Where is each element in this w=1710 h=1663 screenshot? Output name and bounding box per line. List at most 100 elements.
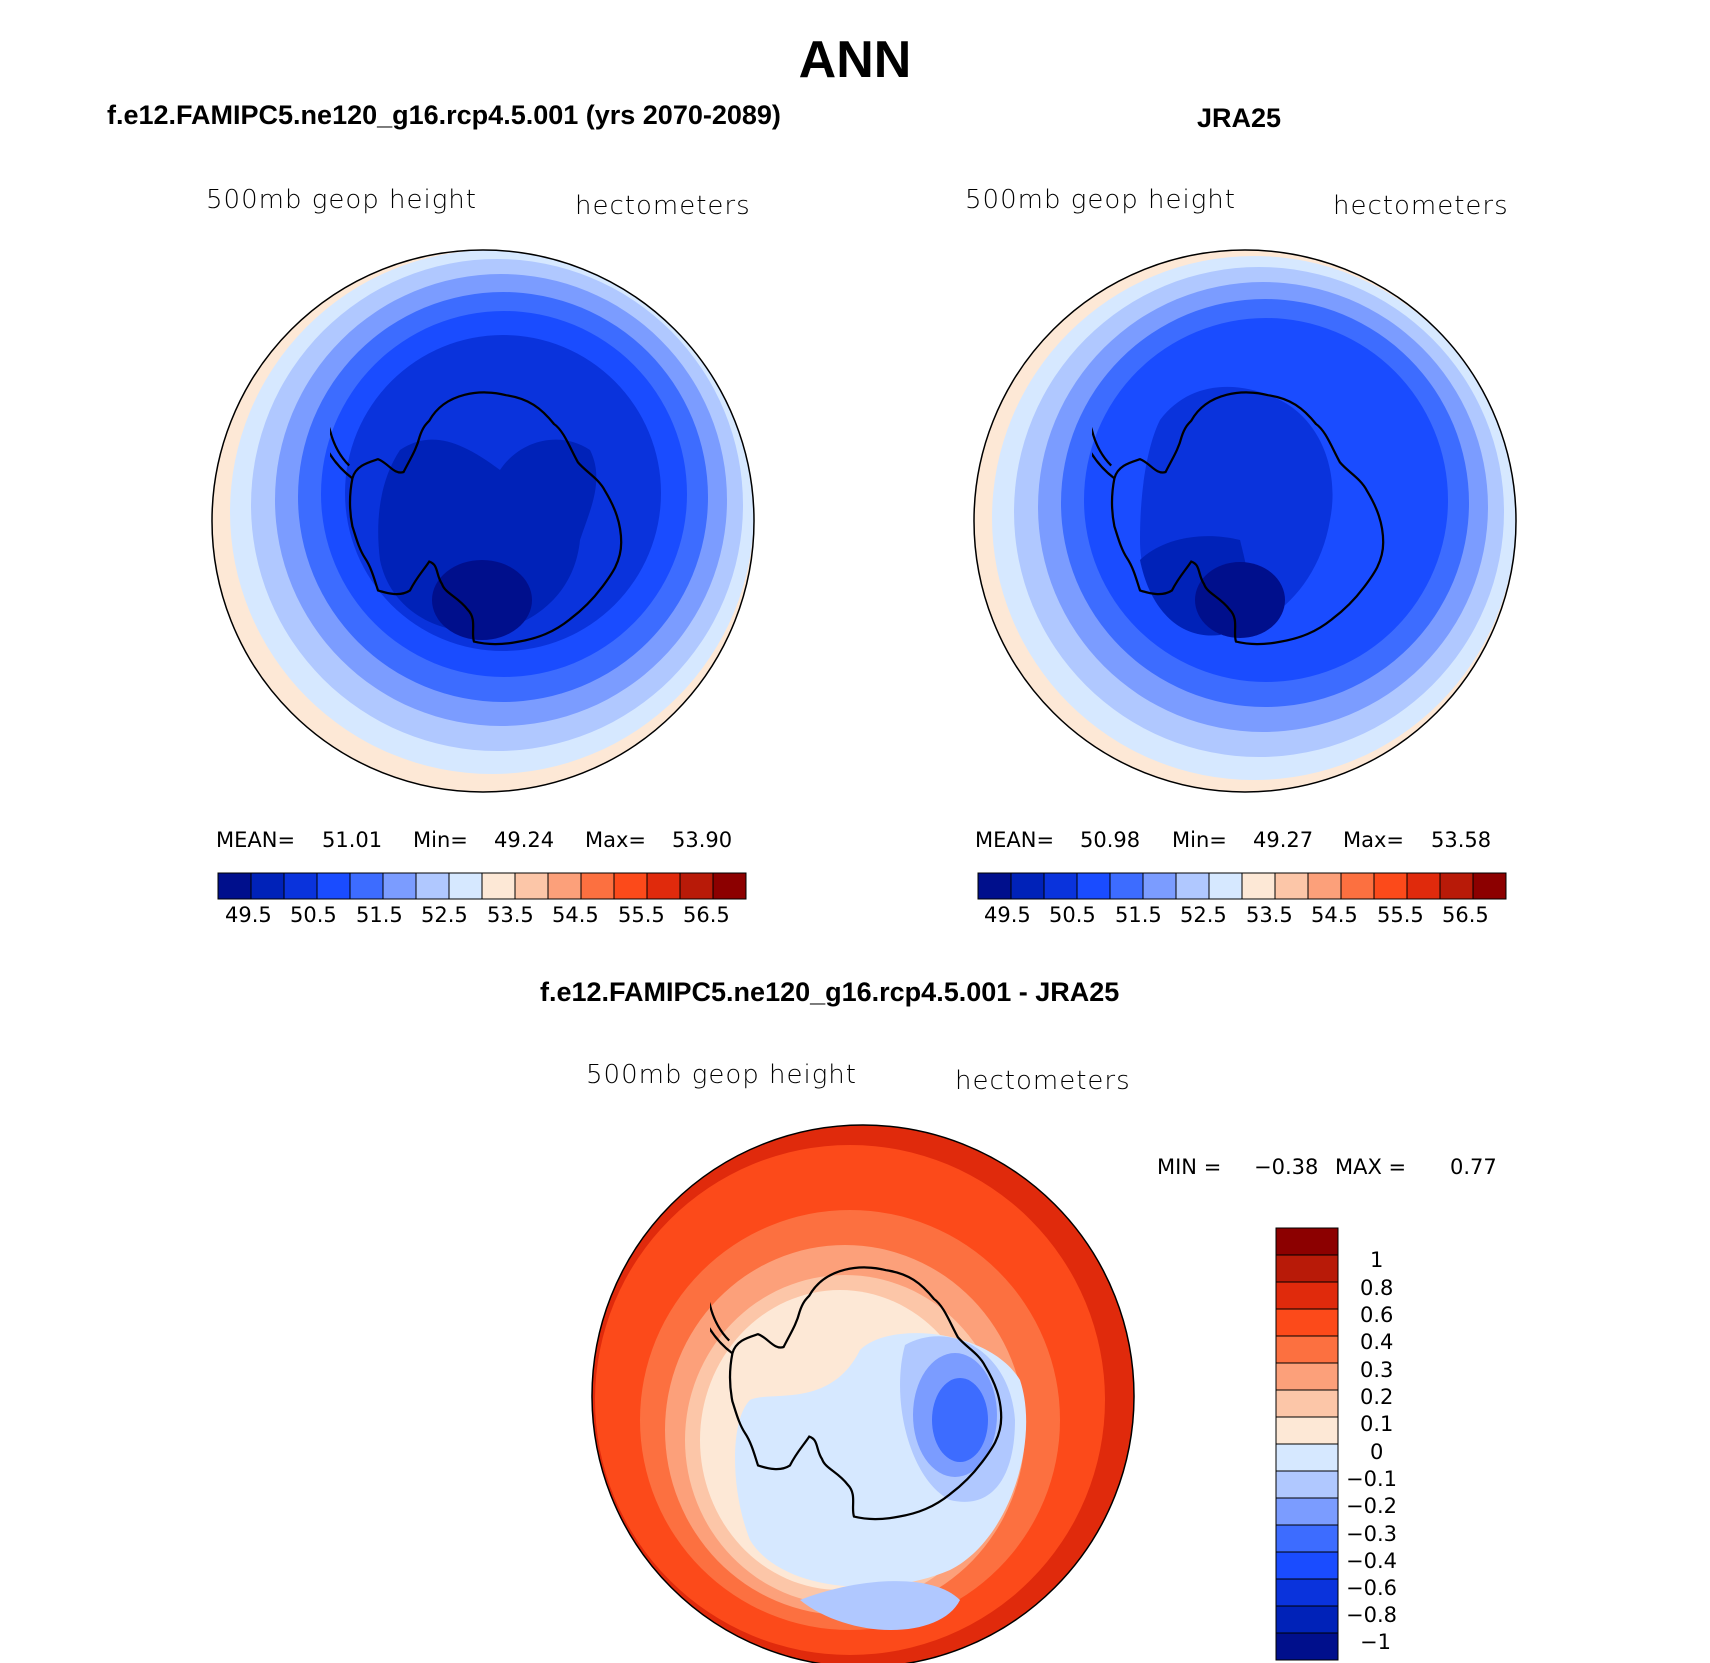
panel-2-max-label: Max= <box>1343 828 1405 852</box>
panel-1-min-value: 49.24 <box>494 828 555 852</box>
panel-1-variable-label: 500mb geop height <box>206 185 477 215</box>
panel-1-colorbar-swatch <box>283 872 318 900</box>
panel-3-colorbar-tick: −0.4 <box>1346 1549 1397 1573</box>
panel-3-colorbar-tick: 0 <box>1370 1440 1384 1464</box>
panel-1-colorbar-swatch <box>613 872 648 900</box>
panel-3-colorbar-tick: −0.2 <box>1346 1494 1397 1518</box>
panel-2-colorbar-tick: 53.5 <box>1246 903 1293 927</box>
panel-2-colorbar-swatch <box>1472 872 1507 900</box>
panel-2-colorbar-swatch <box>1142 872 1177 900</box>
panel-2-colorbar-swatch <box>1043 872 1078 900</box>
panel-3-colorbar-tick: −0.3 <box>1346 1522 1397 1546</box>
panel-2-colorbar-tick: 54.5 <box>1311 903 1358 927</box>
panel-2-colorbar-swatch <box>1439 872 1474 900</box>
panel-3-variable-label: 500mb geop height <box>586 1060 857 1090</box>
panel-2-colorbar <box>977 872 1507 900</box>
panel-3-colorbar-swatch <box>1275 1281 1339 1310</box>
panel-3-min-value: −0.38 <box>1254 1155 1319 1179</box>
panel-3-colorbar-tick: 0.2 <box>1360 1385 1394 1409</box>
panel-1-title: f.e12.FAMIPC5.ne120_g16.rcp4.5.001 (yrs … <box>107 100 781 130</box>
panel-3-max-label: MAX = <box>1335 1155 1407 1179</box>
panel-1-colorbar-swatch <box>316 872 351 900</box>
panel-1-max-value: 53.90 <box>672 828 733 852</box>
panel-3-colorbar-swatch <box>1275 1335 1339 1364</box>
panel-1-units-label: hectometers <box>575 191 751 221</box>
panel-3-colorbar-swatch <box>1275 1551 1339 1580</box>
panel-1-colorbar <box>217 872 747 900</box>
panel-1-colorbar-tick: 54.5 <box>552 903 599 927</box>
panel-2-colorbar-swatch <box>1010 872 1045 900</box>
panel-3-colorbar-swatch <box>1275 1362 1339 1391</box>
panel-3-colorbar-tick: 0.4 <box>1360 1330 1394 1354</box>
panel-3-colorbar-swatch <box>1275 1308 1339 1337</box>
panel-1-colorbar-swatch <box>580 872 615 900</box>
panel-1-colorbar-swatch <box>217 872 252 900</box>
panel-3-colorbar-swatch <box>1275 1605 1339 1634</box>
panel-1-colorbar-tick: 50.5 <box>290 903 337 927</box>
panel-3-colorbar-tick: 1 <box>1370 1248 1384 1272</box>
panel-2-colorbar-swatch <box>1307 872 1342 900</box>
panel-2-colorbar-tick: 55.5 <box>1377 903 1424 927</box>
panel-1-colorbar-tick: 51.5 <box>356 903 403 927</box>
panel-3-colorbar-tick: 0.8 <box>1360 1276 1394 1300</box>
panel-3-colorbar-swatch <box>1275 1254 1339 1283</box>
panel-3-colorbar-swatch <box>1275 1227 1339 1256</box>
panel-3-colorbar-tick: −0.8 <box>1346 1603 1397 1627</box>
panel-3-max-value: 0.77 <box>1450 1155 1497 1179</box>
panel-2-colorbar-tick: 50.5 <box>1049 903 1096 927</box>
panel-1-colorbar-tick: 56.5 <box>683 903 730 927</box>
panel-2-colorbar-swatch <box>1373 872 1408 900</box>
panel-3-colorbar-tick: −0.1 <box>1346 1467 1397 1491</box>
panel-2-title: JRA25 <box>1197 103 1282 133</box>
panel-2-colorbar-swatch <box>1406 872 1441 900</box>
panel-1-colorbar-swatch <box>382 872 417 900</box>
panel-1-colorbar-swatch <box>250 872 285 900</box>
panel-1-mean-label: MEAN= <box>216 828 296 852</box>
panel-3-colorbar-tick: −1 <box>1360 1630 1391 1654</box>
panel-2-colorbar-swatch <box>1208 872 1243 900</box>
panel-3-colorbar-tick: 0.1 <box>1360 1412 1394 1436</box>
panel-2-colorbar-tick: 52.5 <box>1180 903 1227 927</box>
panel-2-colorbar-swatch <box>1274 872 1309 900</box>
panel-2-colorbar-swatch <box>977 872 1012 900</box>
panel-2-colorbar-swatch <box>1340 872 1375 900</box>
panel-2-colorbar-swatch <box>1241 872 1276 900</box>
panel-1-colorbar-swatch <box>646 872 681 900</box>
panel-2-colorbar-tick: 51.5 <box>1115 903 1162 927</box>
panel-2-colorbar-swatch <box>1076 872 1111 900</box>
panel-3-colorbar-tick: −0.6 <box>1346 1576 1397 1600</box>
panel-2-mean-label: MEAN= <box>975 828 1055 852</box>
panel-3-units-label: hectometers <box>955 1066 1131 1096</box>
panel-2-variable-label: 500mb geop height <box>965 185 1236 215</box>
panel-1-min-label: Min= <box>413 828 468 852</box>
panel-2-colorbar-swatch <box>1175 872 1210 900</box>
panel-2-polar-map <box>974 250 1516 792</box>
panel-3-colorbar <box>1275 1227 1339 1661</box>
panel-3-polar-map <box>592 1125 1134 1663</box>
panel-3-colorbar-swatch <box>1275 1470 1339 1499</box>
panel-1-colorbar-tick: 49.5 <box>225 903 272 927</box>
panel-1-colorbar-swatch <box>712 872 747 900</box>
panel-3-min-label: MIN = <box>1157 1155 1222 1179</box>
panel-3-colorbar-swatch <box>1275 1416 1339 1445</box>
panel-3-colorbar-swatch <box>1275 1632 1339 1661</box>
panel-2-max-value: 53.58 <box>1431 828 1492 852</box>
panel-3-colorbar-swatch <box>1275 1443 1339 1472</box>
panel-1-colorbar-swatch <box>481 872 516 900</box>
panel-2-min-value: 49.27 <box>1253 828 1314 852</box>
panel-3-colorbar-tick: 0.6 <box>1360 1303 1394 1327</box>
panel-1-colorbar-swatch <box>415 872 450 900</box>
panel-1-mean-value: 51.01 <box>322 828 383 852</box>
panel-3-title: f.e12.FAMIPC5.ne120_g16.rcp4.5.001 - JRA… <box>540 977 1120 1007</box>
panel-1-colorbar-tick: 52.5 <box>421 903 468 927</box>
panel-3-colorbar-swatch <box>1275 1497 1339 1526</box>
panel-3-colorbar-tick: 0.3 <box>1360 1358 1394 1382</box>
panel-2-mean-value: 50.98 <box>1080 828 1141 852</box>
panel-2-colorbar-tick: 49.5 <box>984 903 1031 927</box>
panel-1-colorbar-swatch <box>349 872 384 900</box>
panel-1-colorbar-swatch <box>547 872 582 900</box>
panel-2-colorbar-swatch <box>1109 872 1144 900</box>
panel-3-colorbar-swatch <box>1275 1578 1339 1607</box>
panel-1-colorbar-swatch <box>679 872 714 900</box>
